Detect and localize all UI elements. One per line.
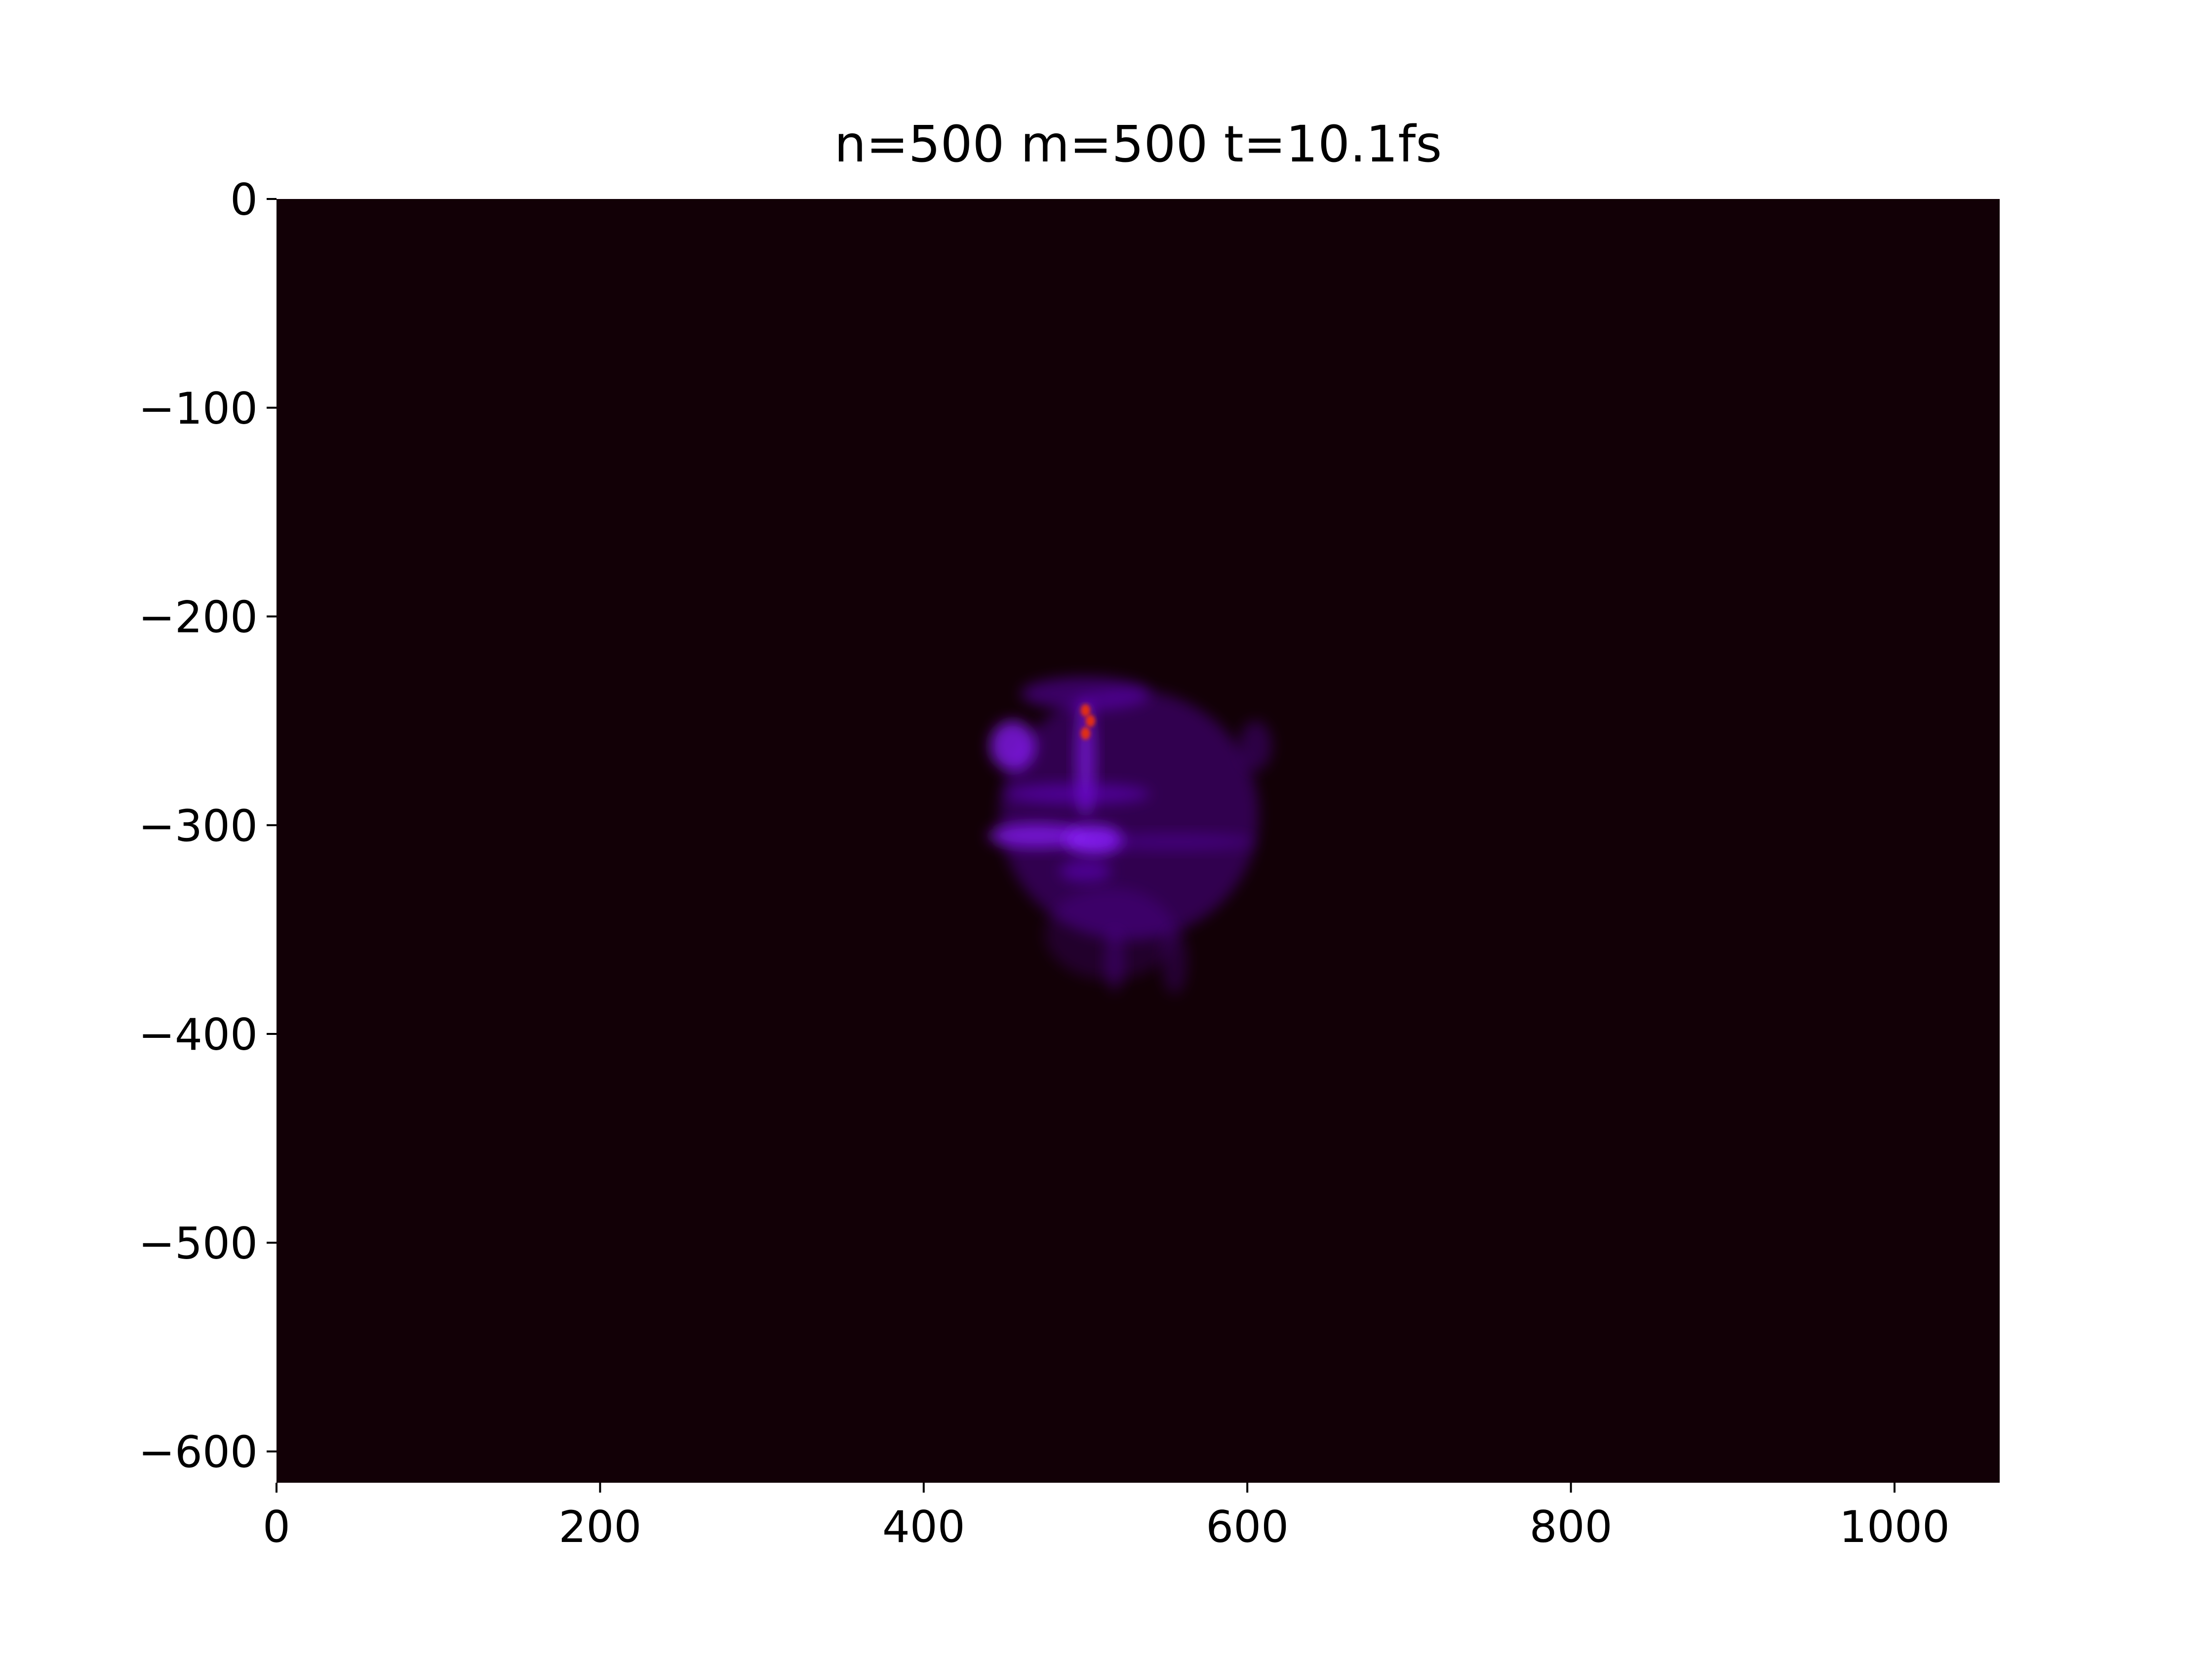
heatmap-hotspot-2 (1085, 714, 1096, 727)
heatmap-features (988, 677, 1272, 994)
heatmap-band-left (988, 823, 1086, 848)
heatmap-lower-streak-2 (1161, 927, 1187, 994)
x-tick-label: 400 (882, 1501, 965, 1552)
heatmap-upper-rim (1021, 677, 1150, 711)
heatmap-hotspot-1 (1080, 704, 1091, 717)
y-tick-label: 0 (230, 174, 258, 225)
y-axis: 0 −100 −200 −300 −400 −500 −600 (138, 174, 276, 1478)
x-tick-label: 200 (558, 1501, 641, 1552)
heatmap-band-upper (1004, 783, 1150, 805)
x-tick-label: 1000 (1839, 1501, 1950, 1552)
y-tick-label: −500 (138, 1218, 258, 1269)
x-tick-label: 0 (263, 1501, 290, 1552)
heatmap-lower-streak-1 (1105, 929, 1125, 992)
y-tick-label: −400 (138, 1009, 258, 1060)
x-axis: 0 200 400 600 800 1000 (263, 1483, 1950, 1552)
heatmap-right-lobe (1239, 720, 1272, 771)
y-tick-label: −300 (138, 800, 258, 851)
heatmap-left-lobe (990, 720, 1035, 771)
heatmap-band-center (1064, 825, 1123, 855)
chart-title: n=500 m=500 t=10.1fs (834, 115, 1442, 174)
y-tick-label: −100 (138, 383, 258, 434)
heatmap-lower-tail (1045, 888, 1175, 980)
heatmap-hotspot-3 (1080, 727, 1091, 740)
x-tick-label: 600 (1206, 1501, 1289, 1552)
x-tick-label: 800 (1530, 1501, 1613, 1552)
y-tick-label: −200 (138, 592, 258, 643)
y-tick-label: −600 (138, 1427, 258, 1478)
heatmap-main-blob (999, 689, 1259, 940)
heatmap-lower-spot (1060, 861, 1111, 882)
heatmap-band-right (1093, 833, 1256, 851)
